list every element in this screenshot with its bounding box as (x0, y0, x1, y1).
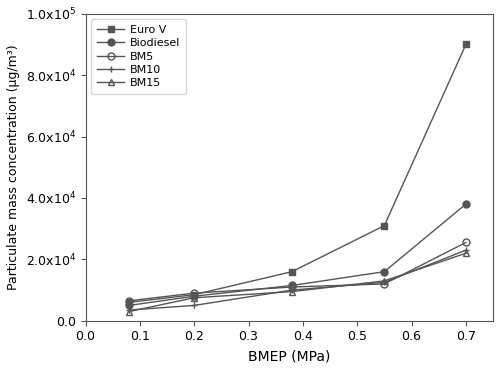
Biodiesel (191, 294, 197, 299)
BM5 (289, 285, 295, 289)
Euro V (382, 223, 388, 228)
X-axis label: BMEP (MPa): BMEP (MPa) (248, 349, 330, 363)
Line: Biodiesel: Biodiesel (126, 201, 470, 309)
BM15 (463, 251, 469, 255)
Euro V (289, 269, 295, 274)
BM10 (289, 288, 295, 292)
BM5 (382, 282, 388, 286)
Biodiesel (289, 283, 295, 288)
BM10 (191, 303, 197, 307)
Line: BM5: BM5 (126, 239, 470, 304)
BM10 (463, 248, 469, 252)
Y-axis label: Particulate mass concentration (μg/m³): Particulate mass concentration (μg/m³) (7, 44, 20, 290)
Line: Euro V: Euro V (126, 41, 470, 306)
BM5 (191, 291, 197, 295)
Biodiesel (382, 269, 388, 274)
BM5 (463, 240, 469, 245)
Legend: Euro V, Biodiesel, BM5, BM10, BM15: Euro V, Biodiesel, BM5, BM10, BM15 (91, 19, 186, 94)
Euro V (463, 42, 469, 47)
Line: BM10: BM10 (126, 247, 470, 313)
Line: BM15: BM15 (126, 250, 470, 315)
Euro V (191, 292, 197, 297)
Biodiesel (126, 303, 132, 307)
BM10 (126, 308, 132, 312)
BM15 (289, 289, 295, 294)
BM15 (382, 279, 388, 283)
Biodiesel (463, 202, 469, 206)
Euro V (126, 300, 132, 305)
BM5 (126, 299, 132, 303)
BM15 (126, 309, 132, 314)
BM15 (191, 296, 197, 300)
BM10 (382, 280, 388, 285)
